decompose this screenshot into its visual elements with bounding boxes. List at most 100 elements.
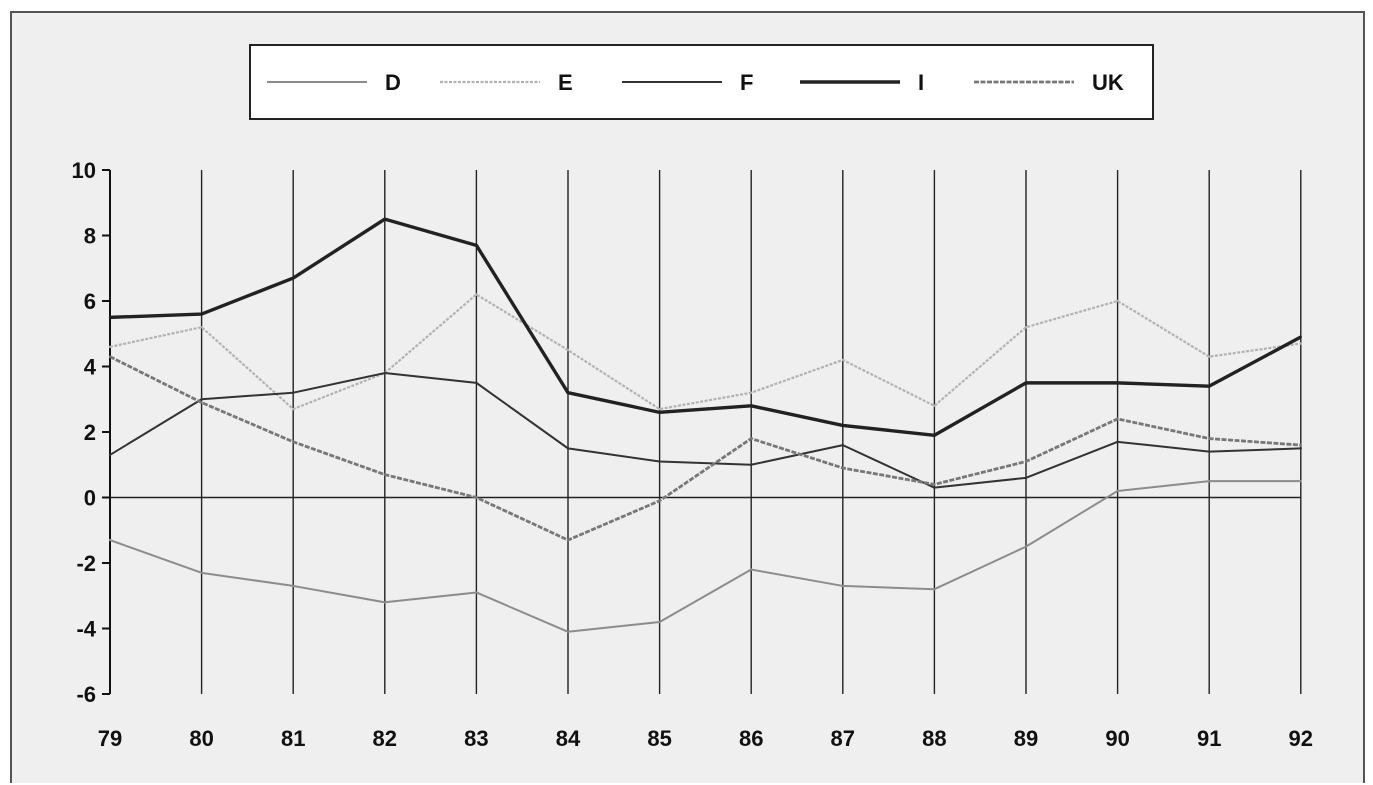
data-point — [841, 466, 844, 470]
data-point — [1116, 489, 1119, 493]
data-point — [658, 407, 661, 411]
data-point — [933, 483, 936, 486]
x-tick-label: 83 — [464, 726, 488, 751]
data-point — [1024, 545, 1028, 548]
data-point — [108, 538, 112, 542]
y-tick-label: 0 — [84, 486, 96, 511]
data-point — [841, 358, 844, 362]
data-point — [1024, 381, 1028, 385]
data-point — [108, 453, 112, 457]
data-point — [566, 538, 570, 542]
y-tick-label: 8 — [84, 224, 96, 249]
data-point — [383, 217, 386, 221]
data-point — [1116, 381, 1119, 385]
data-point — [200, 398, 203, 401]
data-point — [1299, 335, 1303, 339]
data-point — [108, 345, 112, 349]
data-point — [933, 588, 936, 591]
legend: D E F I UK — [249, 44, 1154, 120]
y-tick-label: 6 — [84, 289, 96, 314]
x-tick-label: 79 — [98, 726, 122, 751]
data-point — [1208, 450, 1211, 453]
data-point — [1299, 342, 1303, 345]
data-point — [566, 630, 570, 633]
x-tick-label: 82 — [373, 726, 397, 751]
data-point — [658, 499, 661, 502]
x-tick-label: 90 — [1105, 726, 1129, 751]
data-point — [1116, 417, 1119, 421]
data-point — [750, 437, 753, 440]
y-tick-label: 2 — [84, 420, 96, 445]
data-point — [933, 404, 936, 407]
data-point — [108, 355, 112, 358]
data-point — [1024, 460, 1028, 463]
data-point — [1299, 479, 1303, 483]
data-point — [383, 371, 386, 375]
data-point — [566, 391, 570, 394]
data-point — [1116, 440, 1119, 444]
data-point — [1208, 479, 1211, 483]
y-tick-label: 4 — [84, 355, 97, 380]
data-point — [292, 440, 295, 444]
series-lines — [108, 217, 1303, 633]
legend-label-uk: UK — [1092, 70, 1124, 95]
series-uk — [108, 355, 1303, 542]
data-point — [475, 381, 478, 385]
x-tick-label: 80 — [189, 726, 213, 751]
data-point — [566, 447, 570, 450]
legend-label-i: I — [918, 70, 924, 95]
data-point — [292, 407, 295, 411]
data-point — [1208, 384, 1211, 388]
legend-label-d: D — [385, 70, 401, 95]
x-tick-label: 87 — [831, 726, 855, 751]
data-point — [475, 496, 478, 499]
data-point — [292, 276, 295, 280]
x-tick-label: 84 — [556, 726, 581, 751]
data-point — [841, 443, 844, 447]
x-tick-label: 81 — [281, 726, 305, 751]
series-line-f — [109, 372, 1301, 489]
data-point — [292, 391, 295, 394]
series-line-uk — [109, 355, 1301, 542]
y-tick-label: -6 — [76, 682, 96, 707]
data-point — [1208, 437, 1211, 440]
x-tick-label: 86 — [739, 726, 763, 751]
data-point — [750, 568, 753, 571]
data-point — [200, 326, 203, 329]
data-point — [750, 404, 753, 407]
chart-frame: D E F I UK 10 8 6 4 2 0 -2 -4 -6 79 80 81 82 83 84 85 86 87 88… — [10, 11, 1365, 783]
data-point — [1208, 355, 1211, 358]
data-point — [200, 401, 203, 404]
series-line-e — [109, 293, 1301, 411]
data-point — [750, 463, 753, 466]
series-i — [108, 217, 1303, 437]
data-point — [750, 391, 753, 394]
data-point — [383, 473, 386, 476]
y-tick-label: -4 — [76, 617, 96, 642]
data-point — [566, 348, 570, 352]
legend-label-f: F — [740, 70, 753, 95]
series-d — [108, 479, 1303, 633]
data-point — [1024, 476, 1028, 480]
data-point — [200, 312, 203, 316]
x-tick-label: 89 — [1014, 726, 1038, 751]
series-line-d — [109, 480, 1301, 633]
data-point — [658, 411, 661, 414]
x-tick-label: 88 — [922, 726, 946, 751]
y-tick-label: 10 — [72, 158, 96, 183]
data-point — [475, 244, 478, 247]
data-point — [475, 591, 478, 594]
axes — [102, 169, 1301, 695]
y-tick-label: -2 — [76, 551, 96, 576]
data-point — [1024, 326, 1028, 329]
gridlines — [109, 170, 1302, 694]
data-point — [658, 460, 661, 463]
data-point — [1116, 299, 1119, 303]
data-point — [200, 571, 203, 575]
x-tick-label: 92 — [1289, 726, 1313, 751]
x-tick-label: 91 — [1197, 726, 1221, 751]
data-point — [108, 316, 112, 319]
x-tick-label: 85 — [647, 726, 671, 751]
